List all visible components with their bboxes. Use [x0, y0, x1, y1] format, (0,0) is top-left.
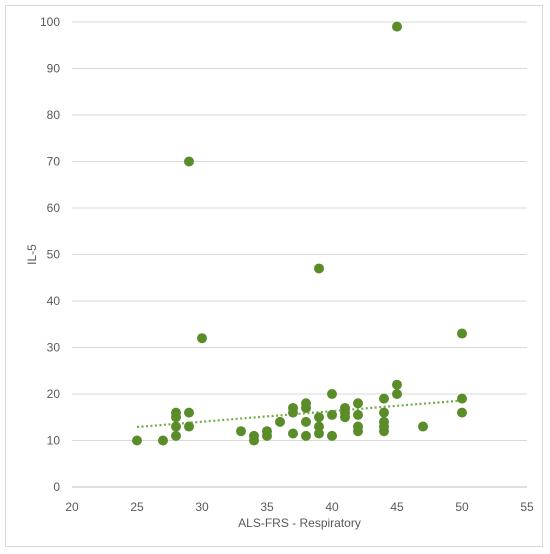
- data-point: [288, 428, 298, 439]
- x-tick-label: 45: [390, 500, 404, 514]
- data-point: [340, 402, 350, 413]
- data-point: [171, 430, 181, 441]
- y-tick-label: 50: [47, 248, 61, 262]
- data-point: [171, 407, 181, 418]
- y-tick-label: 70: [47, 155, 61, 169]
- y-tick-label: 0: [53, 480, 60, 494]
- data-point: [457, 407, 467, 418]
- data-point: [457, 393, 467, 404]
- x-tick-labels: 20 25 30 35 40 45 50 55: [65, 500, 534, 514]
- x-tick-label: 40: [325, 500, 339, 514]
- data-point: [379, 393, 389, 404]
- x-tick-label: 35: [260, 500, 274, 514]
- data-point: [418, 421, 428, 432]
- y-tick-label: 30: [47, 341, 61, 355]
- data-point: [197, 333, 207, 344]
- x-tick-label: 20: [65, 500, 79, 514]
- x-tick-label: 55: [520, 500, 534, 514]
- data-point: [392, 379, 402, 390]
- data-point: [392, 21, 402, 32]
- y-tick-label: 40: [47, 294, 61, 308]
- data-points: [132, 21, 467, 446]
- x-axis-title: ALS-FRS - Respiratory: [238, 516, 361, 530]
- data-point: [171, 421, 181, 432]
- data-point: [327, 389, 337, 399]
- data-point: [314, 263, 324, 274]
- y-axis-title: IL-5: [25, 244, 39, 265]
- data-point: [353, 398, 363, 409]
- data-point: [392, 389, 402, 399]
- gridlines: [72, 21, 527, 441]
- x-tick-label: 30: [195, 500, 209, 514]
- data-point: [379, 407, 389, 418]
- x-tick-label: 25: [130, 500, 144, 514]
- data-point: [327, 409, 337, 420]
- x-tick-label: 50: [455, 500, 469, 514]
- y-tick-label: 10: [47, 434, 61, 448]
- data-point: [314, 421, 324, 432]
- y-tick-labels: 0 10 20 30 40 50 60 70 80 90 100: [40, 15, 60, 494]
- data-point: [314, 412, 324, 423]
- data-point: [184, 156, 194, 167]
- y-tick-label: 80: [47, 108, 61, 122]
- data-point: [353, 409, 363, 420]
- data-point: [275, 416, 285, 427]
- data-point: [353, 421, 363, 432]
- y-tick-label: 60: [47, 201, 61, 215]
- data-point: [314, 428, 324, 439]
- data-point: [379, 416, 389, 427]
- data-point: [249, 430, 259, 441]
- y-tick-label: 20: [47, 387, 61, 401]
- data-point: [301, 430, 311, 441]
- data-point: [301, 398, 311, 409]
- data-point: [327, 430, 337, 441]
- y-tick-label: 90: [47, 62, 61, 76]
- data-point: [184, 421, 194, 432]
- data-point: [132, 435, 142, 446]
- data-point: [184, 407, 194, 418]
- data-point: [301, 416, 311, 427]
- y-tick-label: 100: [40, 15, 60, 29]
- data-point: [457, 328, 467, 339]
- data-point: [262, 426, 272, 437]
- data-point: [288, 402, 298, 413]
- data-point: [158, 435, 168, 446]
- chart-frame: [5, 5, 543, 547]
- data-point: [236, 426, 246, 437]
